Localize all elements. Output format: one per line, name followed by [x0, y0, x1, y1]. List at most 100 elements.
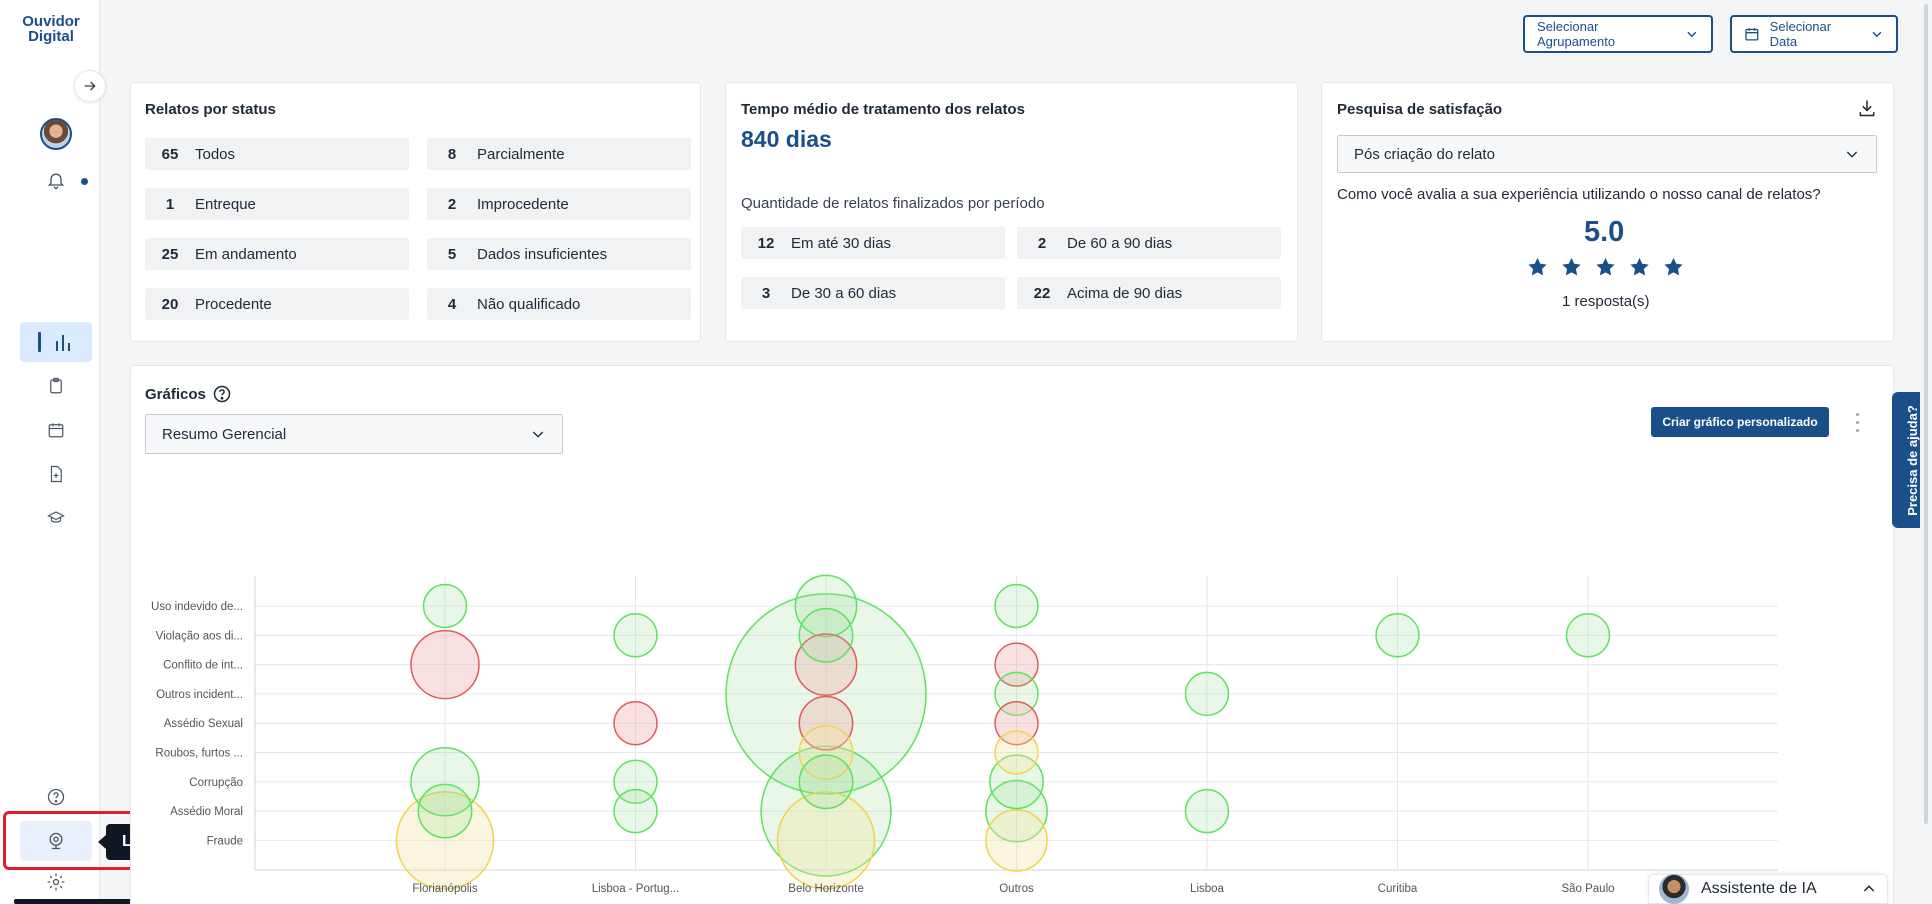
download-icon [1859, 100, 1875, 117]
bell-icon [47, 173, 65, 189]
sidebar-item-reports[interactable] [20, 366, 92, 406]
bubble-point[interactable] [794, 633, 858, 697]
app-logo[interactable]: Ouvidor Digital [22, 14, 80, 44]
y-tick-label: Assédio Sexual [164, 718, 243, 730]
x-tick-label: Curitiba [1378, 883, 1418, 895]
y-tick-label: Outros incident... [156, 689, 243, 701]
period-pill: 3 De 30 a 60 dias [741, 277, 1005, 309]
status-count: 65 [161, 145, 179, 163]
satisfaction-score: 5.0 [1584, 216, 1625, 248]
sidebar-item-dashboard[interactable] [20, 322, 92, 362]
bubble-point[interactable] [798, 725, 854, 780]
select-grouping-label: Selecionar Agrupamento [1537, 19, 1616, 49]
help-tab-label: Precisa de ajuda? [1904, 404, 1920, 516]
status-pill[interactable]: 4 Não qualificado [427, 288, 691, 320]
notification-dot [81, 178, 88, 185]
status-pill[interactable]: 5 Dados insuficientes [427, 238, 691, 270]
select-date-button[interactable]: Selecionar Data [1730, 15, 1898, 53]
bubble-point[interactable] [994, 583, 1039, 629]
download-button[interactable] [1857, 98, 1877, 123]
period-pill: 2 De 60 a 90 dias [1017, 227, 1281, 259]
bar-chart-icon [38, 332, 70, 352]
status-pill[interactable]: 8 Parcialmente [427, 138, 691, 170]
sidebar-item-help[interactable] [20, 777, 92, 817]
status-label: Procedente [195, 295, 272, 313]
ai-assistant-bar[interactable]: Assistente de IA [1648, 874, 1888, 904]
x-tick-label: Belo Horizonte [788, 883, 863, 895]
bubble-point[interactable] [417, 783, 473, 839]
help-circle-icon [47, 788, 65, 806]
bubble-point[interactable] [798, 695, 854, 751]
y-tick-label: Uso indevido de... [151, 601, 243, 613]
period-count: 12 [757, 234, 775, 252]
select-grouping-button[interactable]: Selecionar Agrupamento [1523, 15, 1713, 53]
logo-line2: Digital [28, 28, 74, 45]
bubble-point[interactable] [1184, 788, 1230, 834]
bubble-point[interactable] [410, 747, 480, 817]
user-avatar[interactable] [40, 118, 72, 150]
y-tick-label: Assédio Moral [170, 806, 243, 818]
ai-assistant-label: Assistente de IA [1701, 880, 1817, 897]
bubble-point[interactable] [613, 788, 658, 834]
status-count: 4 [447, 295, 457, 313]
charts-card [130, 365, 1894, 904]
status-count: 20 [161, 295, 179, 313]
expand-sidebar-button[interactable] [74, 70, 106, 102]
bubble-point[interactable] [798, 754, 854, 810]
bubble-point[interactable] [410, 629, 480, 700]
sidebar-item-new-document[interactable] [20, 454, 92, 494]
clipboard-icon [50, 377, 62, 394]
period-label: Em até 30 dias [791, 234, 892, 252]
y-tick-label: Fraude [207, 835, 243, 847]
status-label: Em andamento [195, 245, 297, 263]
x-tick-label: Florianópolis [412, 883, 477, 895]
bubble-point[interactable] [1184, 671, 1230, 717]
bubble-point[interactable] [1375, 613, 1420, 658]
gear-icon [47, 873, 65, 891]
bubble-point[interactable] [613, 613, 658, 658]
sidebar-item-calendar[interactable] [20, 410, 92, 450]
bubble-point[interactable] [725, 593, 927, 795]
bubble-point[interactable] [422, 583, 468, 629]
sidebar-item-logs[interactable] [20, 821, 92, 861]
bubble-point[interactable] [395, 791, 495, 890]
arrow-right-icon [84, 81, 96, 91]
bubble-point[interactable] [794, 574, 858, 638]
charts-help-button[interactable] [212, 384, 232, 409]
bubble-point[interactable] [994, 730, 1039, 775]
chart-type-select-value: Resumo Gerencial [162, 425, 287, 443]
period-subtitle: Quantidade de relatos finalizados por pe… [741, 195, 1045, 212]
satisfaction-question: Como você avalia a sua experiência utili… [1337, 186, 1821, 203]
status-pill[interactable]: 65 Todos [145, 138, 409, 170]
status-label: Parcialmente [477, 145, 565, 163]
average-time-value: 840 dias [741, 126, 832, 152]
bubble-point[interactable] [798, 607, 854, 663]
bubble-point[interactable] [776, 791, 876, 890]
chart-type-select[interactable]: Resumo Gerencial [145, 414, 563, 454]
bubble-point[interactable] [760, 745, 892, 877]
select-date-label: Selecionar Data [1769, 19, 1832, 49]
status-pill[interactable]: 2 Improcedente [427, 188, 691, 220]
star-rating [1526, 256, 1685, 278]
bubble-point[interactable] [613, 700, 658, 746]
status-pill[interactable]: 20 Procedente [145, 288, 409, 320]
star-icon [1528, 257, 1547, 276]
time-card-title: Tempo médio de tratamento dos relatos [741, 101, 1025, 118]
status-pill[interactable]: 1 Entreque [145, 188, 409, 220]
satisfaction-select[interactable]: Pós criação do relato [1337, 135, 1877, 173]
more-options-button[interactable] [1850, 410, 1864, 434]
scrollbar-thumb[interactable] [1924, 4, 1928, 824]
bubble-point[interactable] [985, 808, 1048, 872]
sidebar-item-settings[interactable] [20, 864, 92, 900]
sidebar-item-training[interactable] [20, 498, 92, 538]
status-pill[interactable]: 25 Em andamento [145, 238, 409, 270]
create-custom-chart-button[interactable]: Criar gráfico personalizado [1651, 407, 1829, 437]
y-tick-label: Violação aos di... [156, 630, 243, 642]
bubble-point[interactable] [985, 779, 1048, 843]
star-icon [1596, 257, 1615, 276]
status-count: 8 [447, 145, 457, 163]
x-tick-label: Lisboa - Portug... [592, 883, 680, 895]
ai-avatar [1659, 874, 1689, 904]
notifications-button[interactable] [20, 160, 92, 200]
bubble-point[interactable] [1565, 613, 1611, 658]
